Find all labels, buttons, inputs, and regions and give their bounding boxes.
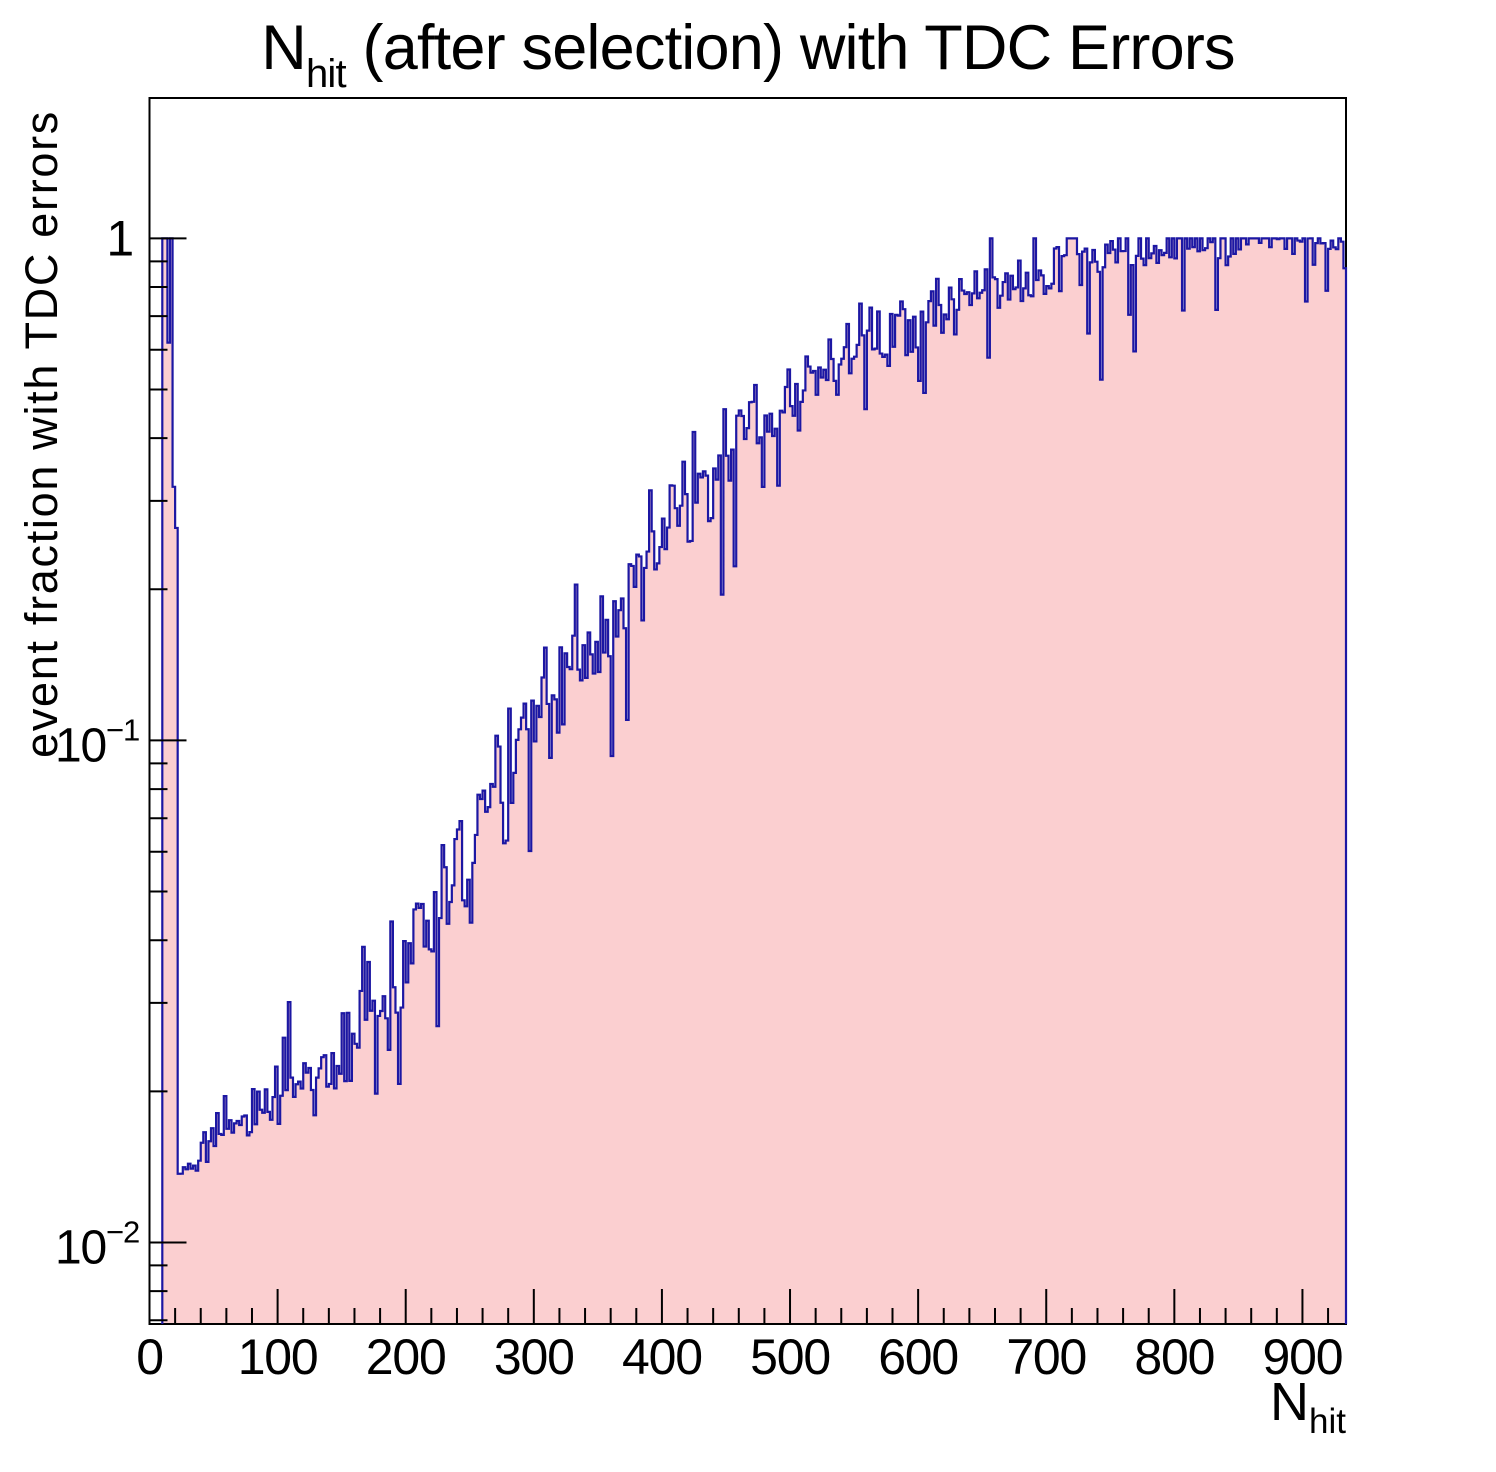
- histogram-fill: [162, 238, 1346, 1324]
- plot-title: Nhit (after selection) with TDC Errors: [261, 13, 1234, 96]
- x-tick-label: 200: [366, 1329, 446, 1385]
- x-axis-title: Nhit: [1270, 1372, 1346, 1441]
- axis-ticks: [148, 237, 1330, 1324]
- y-tick-label-base: 10: [55, 1221, 106, 1274]
- x-tick-label: 100: [238, 1329, 318, 1385]
- x-tick-label: 900: [1263, 1329, 1343, 1385]
- x-axis-title-prefix: N: [1270, 1372, 1309, 1432]
- title-subscript: hit: [306, 52, 347, 96]
- title-prefix: N: [261, 13, 306, 83]
- y-tick-label-exponent: −2: [106, 1214, 139, 1249]
- x-tick-label: 500: [750, 1329, 830, 1385]
- title-rest: (after selection) with TDC Errors: [346, 13, 1235, 83]
- histogram-line: [161, 237, 1348, 1324]
- y-tick-label-base: 10: [55, 719, 106, 772]
- x-tick-label: 600: [878, 1329, 958, 1385]
- x-tick-label: 0: [136, 1329, 163, 1385]
- x-tick-label: 400: [622, 1329, 702, 1385]
- y-tick-label: 10−1: [55, 712, 139, 772]
- x-tick-label: 700: [1006, 1329, 1086, 1385]
- x-axis-title-subscript: hit: [1309, 1402, 1346, 1441]
- y-tick-label: 10−2: [55, 1214, 139, 1274]
- y-axis-title: event fraction with TDC errors: [16, 110, 67, 758]
- y-tick-label-exponent: −1: [106, 712, 139, 747]
- x-tick-label: 300: [494, 1329, 574, 1385]
- x-tick-label: 800: [1134, 1329, 1214, 1385]
- y-tick-label: 1: [106, 210, 133, 266]
